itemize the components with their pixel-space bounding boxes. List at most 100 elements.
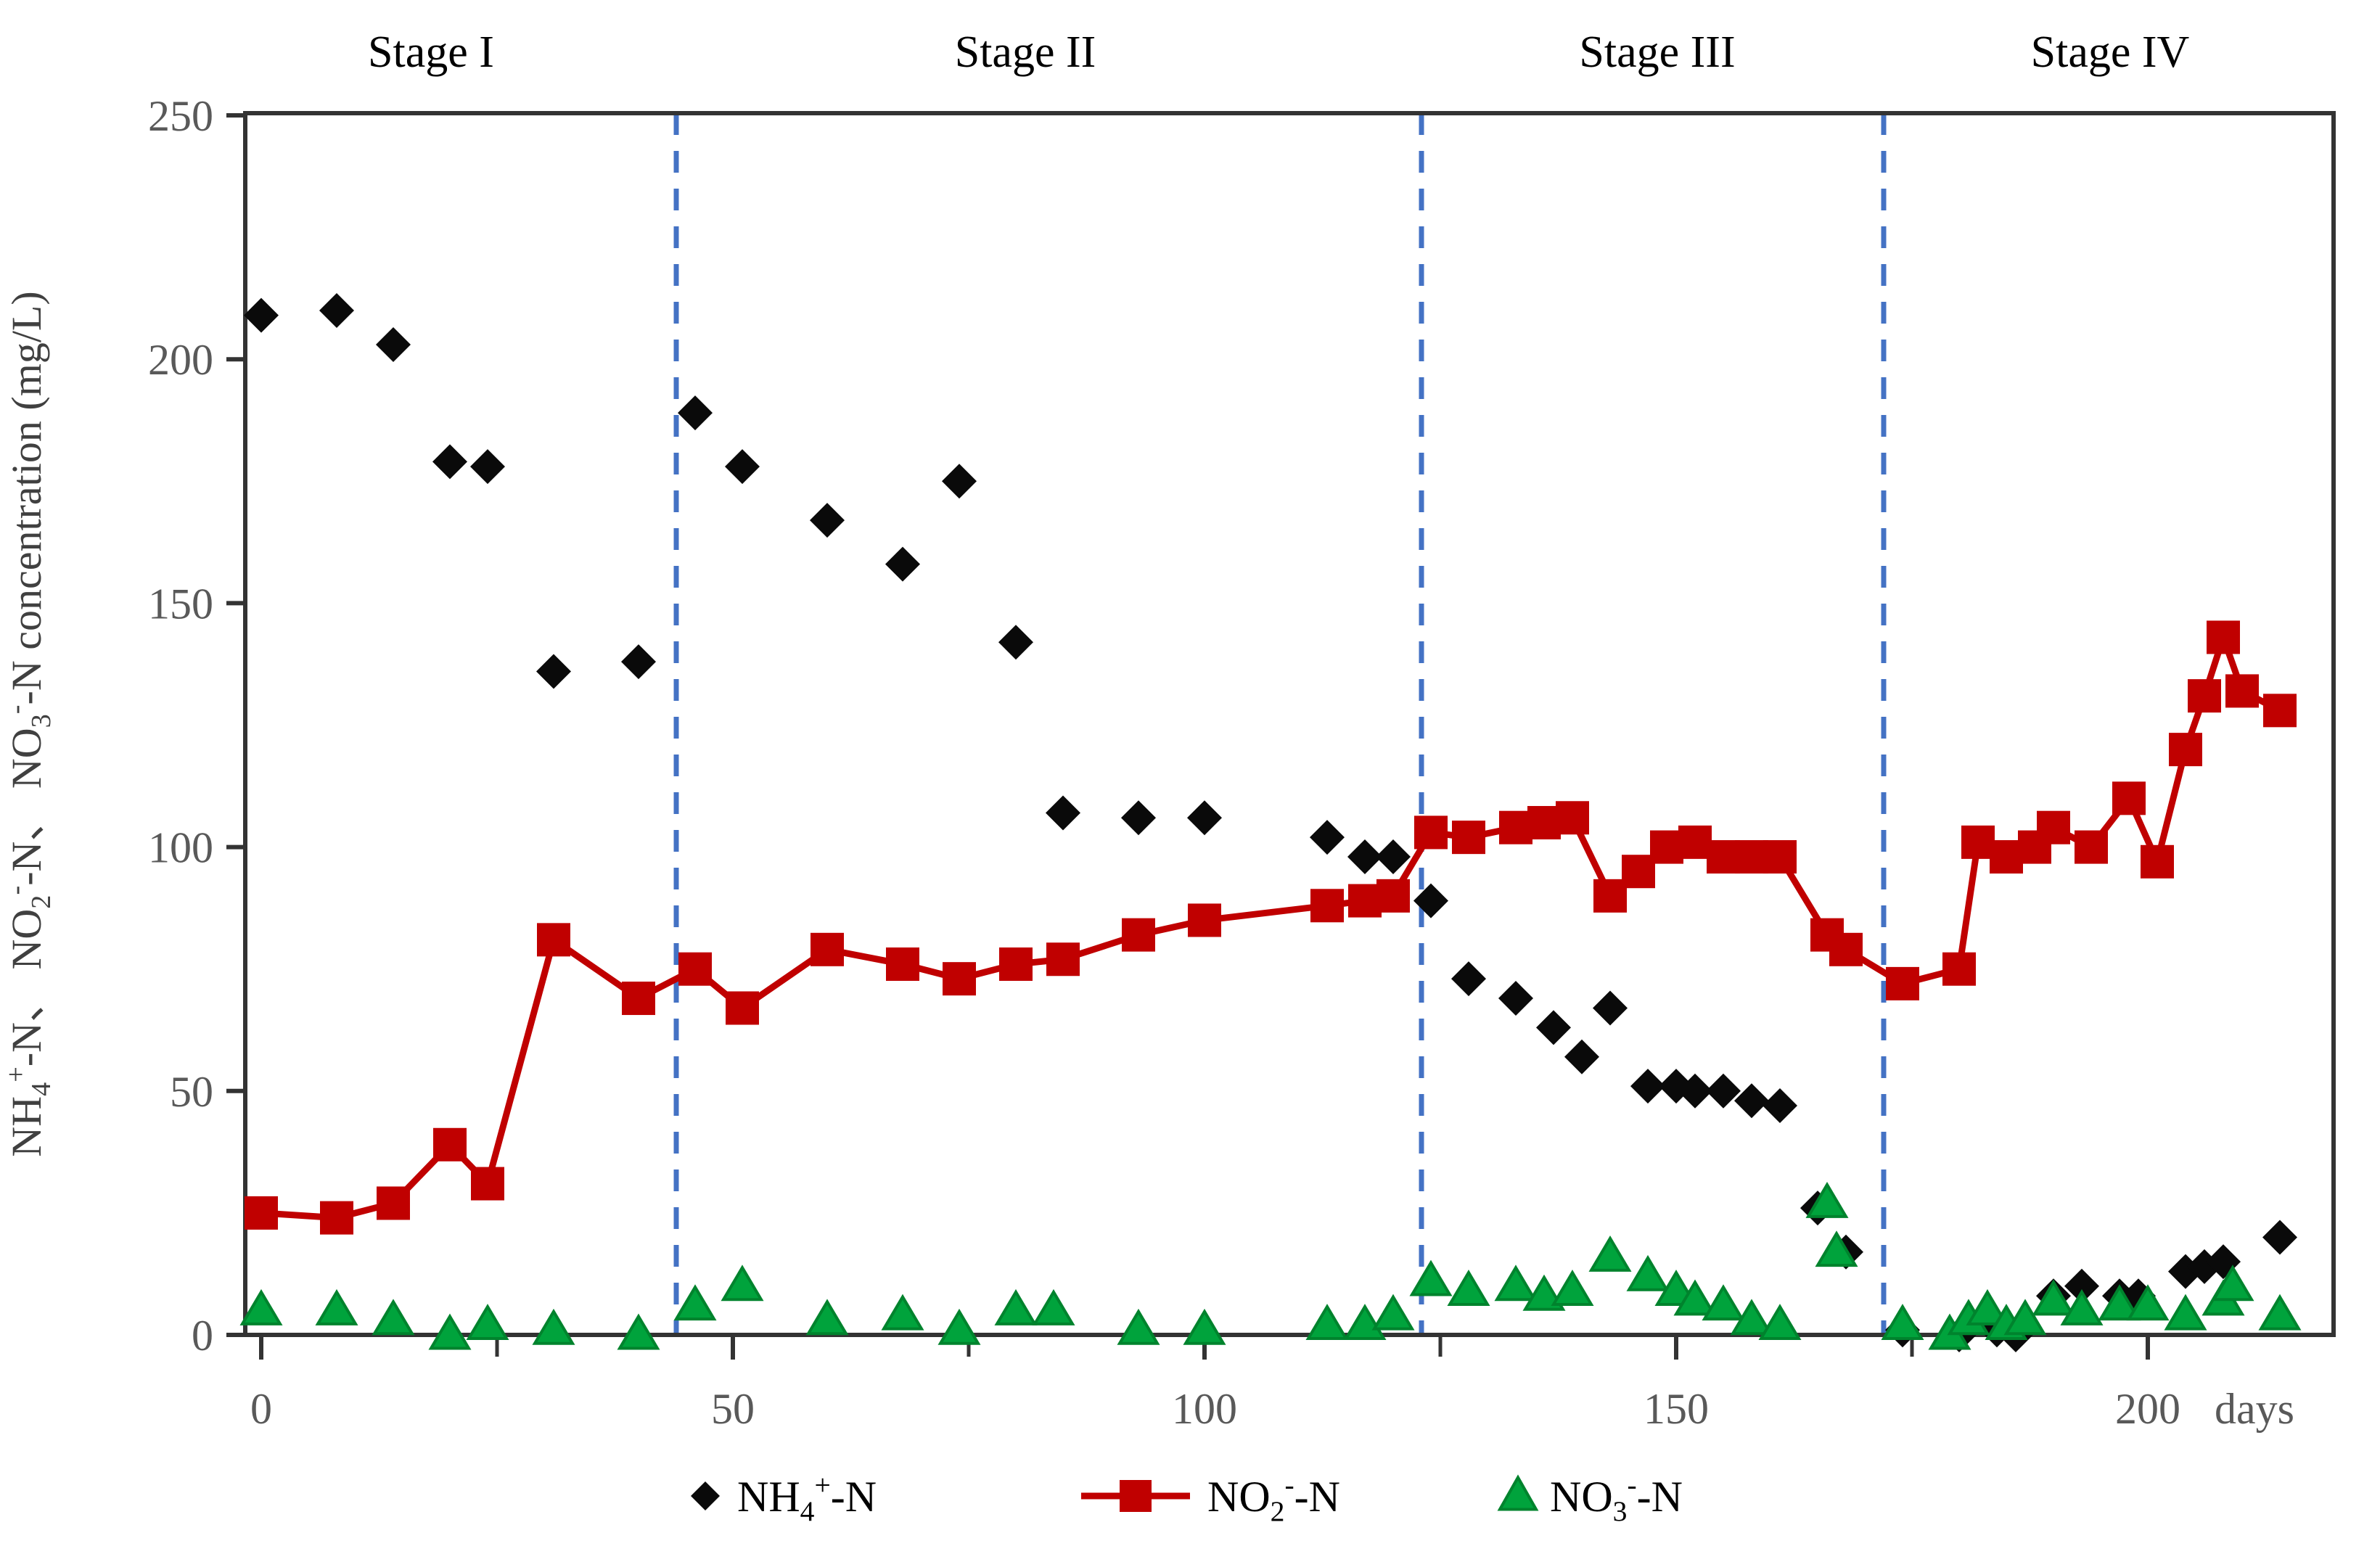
series-nh4-point [1734, 1083, 1769, 1119]
x-tick-label-100: 100 [1172, 1385, 1237, 1433]
series-no3-point [1183, 1308, 1226, 1345]
series-no2-point [1452, 821, 1485, 855]
series-no3-point [673, 1284, 717, 1321]
stage-label-4: Stage IV [2031, 28, 2190, 77]
series-no3-point [1447, 1270, 1490, 1306]
series-nh4-point [1413, 883, 1448, 918]
series-no2-point [433, 1127, 467, 1162]
series-no3-point [1626, 1254, 1670, 1291]
series-nh4-point [244, 297, 279, 333]
series-nh4-point [810, 503, 845, 538]
series-no3-point [2258, 1294, 2302, 1331]
series-no2-point [1678, 825, 1712, 859]
y-axis-title: NH4+-N、 NO2--N、 NO3--N concentration (mg… [1, 291, 57, 1156]
series-no3-point [1588, 1235, 1632, 1272]
series-nh4-point [1310, 820, 1345, 855]
series-no3-point [1305, 1304, 1349, 1341]
series-nh4-point [1046, 795, 1080, 831]
series-nh4-point [1763, 1088, 1797, 1123]
series-no2-point [471, 1167, 504, 1201]
series-nh4-point [621, 644, 656, 680]
series-no3-point [2098, 1284, 2141, 1321]
series-no2-point [1942, 952, 1976, 986]
series-no2-point [320, 1201, 353, 1235]
series-no3-point [1815, 1230, 1858, 1267]
plot-border [243, 111, 2336, 1337]
series-no3-point [372, 1299, 415, 1336]
legend-label-nh4: NH4+-N [737, 1469, 877, 1527]
series-no3-point [1702, 1284, 1745, 1321]
series-no2-point [1499, 810, 1532, 844]
series-nh4-point [319, 292, 354, 328]
series-nh4-point [1376, 839, 1411, 875]
series-nh4-point [1706, 1073, 1741, 1109]
series-no3-point [721, 1265, 764, 1302]
series-no2-point [2141, 844, 2174, 879]
series-no2-point [943, 962, 976, 996]
series-no2-point [622, 982, 655, 1016]
series-no2-point [1622, 855, 1655, 889]
series-nh4-point [725, 449, 760, 485]
series-nh4-point [376, 327, 411, 363]
y-tick-label-150: 150 [148, 580, 213, 628]
series-no3-point [428, 1313, 472, 1350]
series-no3-point [1966, 1288, 2009, 1325]
series-nh4-point [470, 449, 505, 485]
series-no2-point [726, 991, 759, 1025]
y-tick-label-200: 200 [148, 336, 213, 384]
series-no3-point [1551, 1270, 1594, 1306]
series-no2-point [1122, 918, 1155, 952]
series-nh4-point [998, 625, 1033, 660]
series-no2-point [377, 1186, 410, 1220]
series-no2-point [1593, 879, 1627, 913]
series-no2-point [999, 947, 1033, 981]
series-no2-point [2112, 781, 2146, 815]
series-no2-point [678, 952, 712, 986]
series-no3-point [1758, 1304, 1802, 1341]
series-nh4-point [1451, 961, 1486, 997]
x-tick-label-0: 0 [250, 1385, 272, 1433]
series-no3-point [466, 1304, 509, 1341]
series-no3-point [937, 1308, 981, 1345]
series-no2-point [2225, 674, 2259, 708]
series-no3-point [532, 1308, 575, 1345]
y-tick-label-0: 0 [192, 1312, 213, 1360]
series-no2-point [2263, 694, 2297, 728]
legend-marker-no2-square-icon [1120, 1480, 1152, 1512]
series-no3-point [1522, 1274, 1566, 1311]
series-nh4-point [1498, 981, 1533, 1016]
series-no3-point [617, 1313, 660, 1350]
series-no2-point [1886, 966, 1919, 1000]
series-no3-point [805, 1299, 849, 1336]
series-no3-point [1805, 1181, 1849, 1218]
x-tick-label-150: 150 [1644, 1385, 1709, 1433]
series-no3-point [1673, 1279, 1717, 1316]
series-no2-point [811, 932, 844, 966]
series-nh4-point [2064, 1268, 2099, 1304]
series-no2-point [886, 947, 919, 981]
series-no2-point [1527, 805, 1561, 839]
series-no2-point [1990, 840, 2023, 874]
legend-label-no2: NO2--N [1207, 1469, 1340, 1527]
series-no2-point [1188, 903, 1221, 937]
series-no3-point [881, 1294, 924, 1331]
series-no3-point [1881, 1304, 1924, 1341]
x-tick-label-50: 50 [711, 1385, 755, 1433]
series-no2-point [1735, 840, 1768, 874]
series-no3-point [2164, 1294, 2207, 1331]
legend-marker-nh4-diamond-icon [691, 1481, 720, 1510]
series-nh4-point [1536, 1010, 1571, 1045]
series-no3-point [2003, 1299, 2047, 1336]
series-no2-point [2169, 733, 2202, 767]
series-no2-point [537, 923, 570, 957]
series-no2-point [1829, 932, 1863, 966]
series-no2-point [1414, 815, 1448, 850]
x-axis-unit-label: days [2215, 1385, 2294, 1433]
series-nh4-point [1678, 1073, 1712, 1109]
series-nh4-point [1347, 839, 1382, 875]
series-no3-point [2060, 1288, 2104, 1325]
series-nh4-point [678, 395, 713, 431]
series-nh4-point [432, 444, 467, 480]
series-nh4-point [885, 546, 920, 582]
